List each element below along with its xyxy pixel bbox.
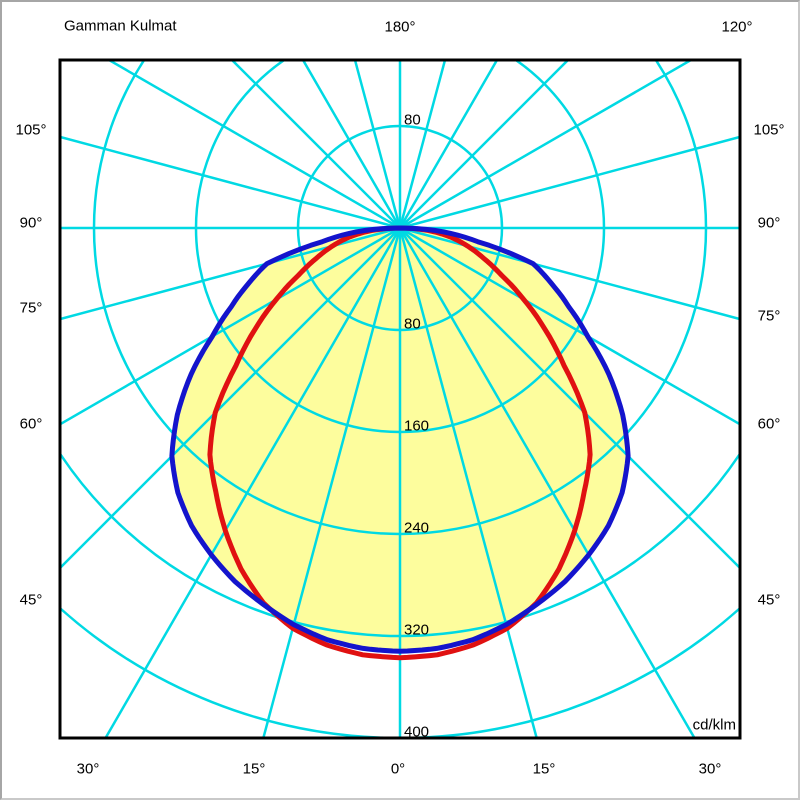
gamma-angle-label-bottom: 15°	[532, 760, 556, 778]
radial-tick-label: 400	[404, 723, 430, 741]
radial-grid-line	[302, 61, 402, 229]
gamma-angle-label-left: 105°	[15, 121, 47, 139]
radial-grid-line	[398, 61, 498, 229]
radial-grid-line	[109, 61, 401, 230]
grid-circle	[194, 61, 606, 434]
gamma-angle-label-bottom: 15°	[242, 760, 266, 778]
radial-grid-line	[399, 61, 569, 229]
gamma-angle-label-right: 60°	[757, 415, 781, 433]
gamma-angle-label-left: 60°	[19, 415, 43, 433]
radial-grid-line	[399, 227, 739, 569]
gamma-angle-label-right: 75°	[757, 307, 781, 325]
radial-grid-line	[399, 61, 691, 230]
radial-tick-label: 160	[404, 417, 430, 435]
radial-grid-line	[61, 227, 401, 569]
diagram-title: Gamman Kulmat	[64, 17, 177, 35]
radial-grid-line	[262, 227, 402, 737]
red-intensity-curve	[207, 225, 593, 661]
radial-tick-label: 80	[404, 315, 421, 333]
radial-grid-line	[399, 136, 739, 230]
radial-tick-label: 320	[404, 621, 430, 639]
radial-grid-line	[61, 226, 401, 425]
radial-grid-line	[231, 61, 401, 229]
gamma-angle-label-right: 105°	[753, 121, 785, 139]
radial-tick-label: 80	[404, 111, 421, 129]
grid-circle	[92, 61, 708, 536]
radial-grid-line	[399, 226, 739, 425]
radial-grid-line	[61, 136, 401, 230]
radial-grid-line	[354, 61, 402, 229]
gamma-angle-label-bottom: 30°	[76, 760, 100, 778]
radial-grid-line	[61, 226, 401, 320]
gamma-angle-label-left: 45°	[19, 591, 43, 609]
radial-grid-line	[104, 227, 402, 737]
radial-grid-line	[398, 61, 446, 229]
radial-grid-line	[398, 227, 538, 737]
gamma-angle-label-left: 90°	[19, 214, 43, 232]
gamma-angle-label-bottom: 30°	[698, 760, 722, 778]
radial-tick-label: 240	[404, 519, 430, 537]
grid-circle	[61, 453, 739, 638]
gamma-angle-label-right: 45°	[757, 591, 781, 609]
unit-label: cd/klm	[692, 716, 736, 734]
radial-grid-line	[399, 226, 739, 320]
plot-border	[58, 58, 742, 740]
gamma-angle-label-right: 90°	[757, 214, 781, 232]
gamma-angle-label-top: 120°	[721, 18, 753, 36]
gamma-angle-label-left: 75°	[19, 299, 43, 317]
gamma-angle-label-top: 180°	[384, 18, 416, 36]
radial-grid-line	[398, 227, 696, 737]
blue-intensity-curve	[169, 225, 631, 654]
gamma-angle-label-bottom: 0°	[390, 760, 406, 778]
grid-circle	[296, 124, 504, 332]
